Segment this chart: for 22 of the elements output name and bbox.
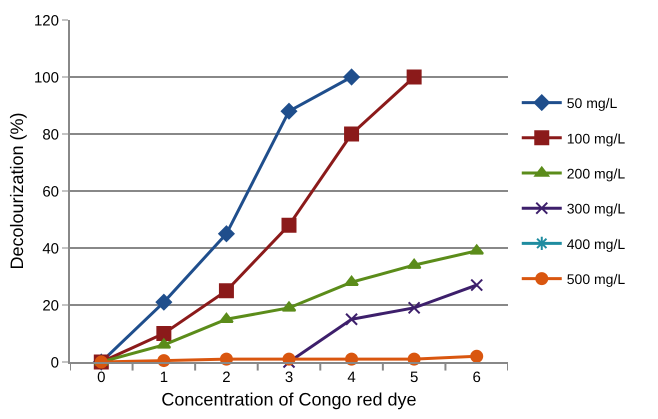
legend-label: 50 mg/L <box>566 95 618 112</box>
y-tick-label: 120 <box>34 12 59 30</box>
x-tick-label: 2 <box>222 369 231 386</box>
legend-label: 200 mg/L <box>566 165 626 182</box>
legend-label: 300 mg/L <box>566 200 626 217</box>
x-tick-label: 1 <box>160 369 168 386</box>
y-axis-title: Decolourization (%) <box>7 112 27 270</box>
x-tick-label: 5 <box>410 369 418 386</box>
x-tick-label: 0 <box>97 369 106 386</box>
y-tick-label: 0 <box>50 354 59 372</box>
x-tick-label: 6 <box>472 369 481 386</box>
x-tick-label: 4 <box>347 369 356 386</box>
legend-label: 400 mg/L <box>566 236 626 252</box>
x-tick-label: 3 <box>284 369 294 386</box>
legend-label: 500 mg/L <box>566 271 626 288</box>
x-axis-title: Concentration of Congo red dye <box>161 390 417 410</box>
y-tick-label: 60 <box>42 183 59 200</box>
y-tick-label: 40 <box>42 240 59 258</box>
y-tick-label: 20 <box>42 297 59 314</box>
y-tick-label: 80 <box>42 126 59 144</box>
legend-label: 100 mg/L <box>566 130 626 146</box>
y-tick-label: 100 <box>34 69 59 86</box>
